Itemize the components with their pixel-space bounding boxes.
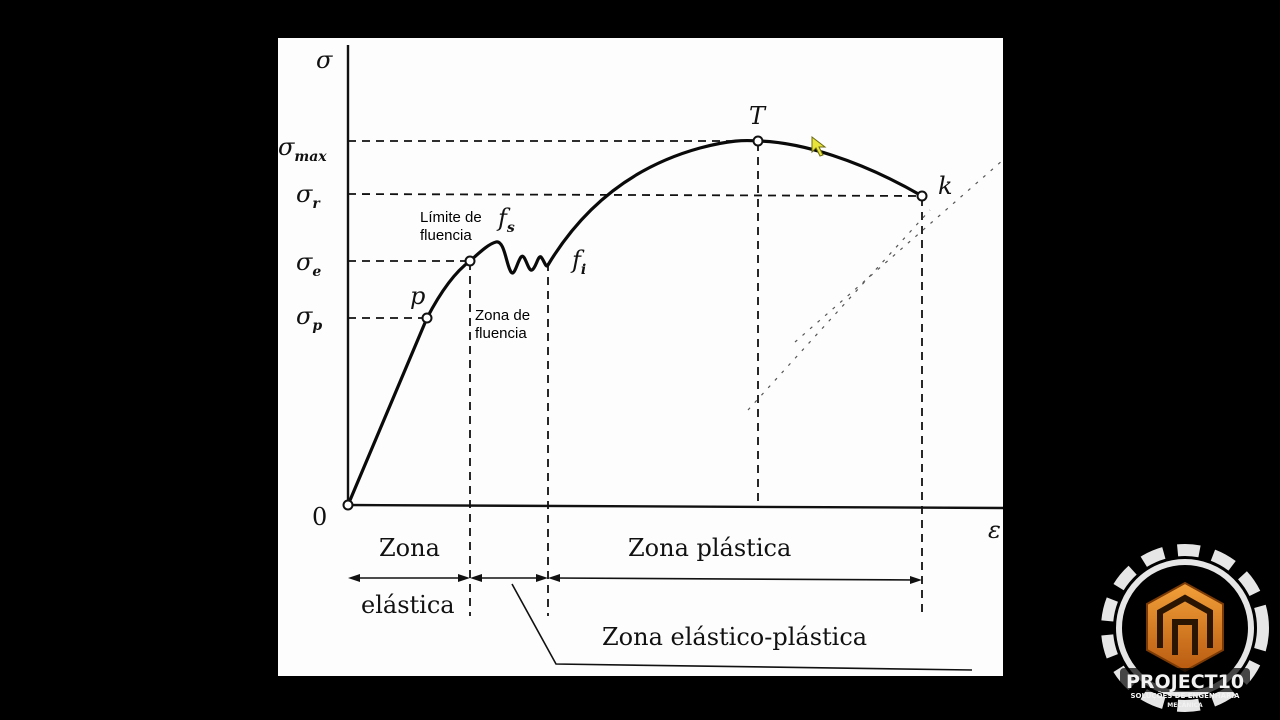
yield-limit-line-2: fluencia <box>420 227 472 244</box>
logo-emblem-icon <box>1146 581 1224 673</box>
mouse-cursor-icon <box>811 135 827 157</box>
yield-zone-line-1: Zona de <box>475 307 530 324</box>
point-k-label: k <box>938 172 953 200</box>
stress-strain-curve <box>346 138 924 507</box>
point-k <box>916 190 928 202</box>
logo-tagline-2: MECÂNICA <box>1167 702 1203 709</box>
origin-label: 0 <box>312 503 327 531</box>
yield-zone-arrow <box>470 574 548 582</box>
sigma-e-label: σe <box>296 248 321 280</box>
gear-icon <box>1101 544 1269 712</box>
origin-point <box>342 499 354 511</box>
elastic-zone-arrow <box>348 574 470 582</box>
sigma-p-label: σp <box>296 302 322 334</box>
faint-line-1 <box>794 159 1004 343</box>
zone-elastic-bottom: elástica <box>361 591 455 619</box>
point-p <box>421 312 433 324</box>
yield-limit-line-1: Límite de <box>420 209 482 226</box>
sigma-r-label: σr <box>296 180 321 212</box>
sigma-max-label: σmax <box>278 133 327 165</box>
diagram-paper <box>278 38 1003 676</box>
x-axis-label: ε <box>988 516 1001 544</box>
zone-elastoplastic: Zona elástico-plástica <box>602 623 867 651</box>
point-p-label: p <box>410 282 425 310</box>
logo-name: PROJECT10 <box>1126 671 1244 693</box>
y-axis-label: σ <box>316 46 333 74</box>
yield-zone-line-2: fluencia <box>475 325 527 342</box>
zone-elastic-top: Zona <box>379 534 440 562</box>
sigma-r-guide <box>347 193 923 197</box>
plastic-zone-arrow <box>548 574 922 584</box>
x-axis <box>345 503 1004 510</box>
logo-tagline-1: SOLUÇÕES DE ENGENHARIA <box>1131 691 1241 700</box>
point-e <box>464 255 476 267</box>
elastoplastic-leader-line <box>511 583 973 671</box>
zone-plastic: Zona plástica <box>628 534 791 562</box>
point-T-label: T <box>749 102 767 130</box>
project10-logo: PROJECT10 SOLUÇÕES DE ENGENHARIA MECÂNIC… <box>1101 544 1269 712</box>
point-T <box>752 135 764 147</box>
